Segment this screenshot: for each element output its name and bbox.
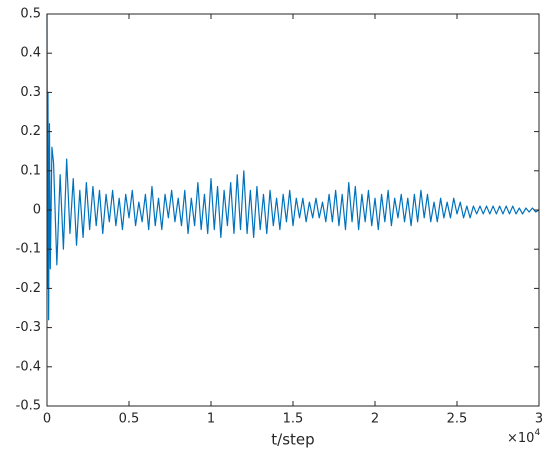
- y-tick-label: 0.3: [20, 85, 41, 100]
- y-tick-label: -0.5: [16, 399, 41, 414]
- y-tick-label: 0.4: [20, 46, 41, 61]
- data-line: [46, 13, 540, 321]
- y-tick-label: -0.4: [16, 359, 41, 374]
- x-multiplier-base: ×10: [507, 431, 534, 446]
- y-tick-label: -0.1: [16, 242, 41, 257]
- x-tick-label: 2.5: [447, 412, 468, 427]
- x-tick-label: 2: [371, 412, 379, 427]
- x-tick-label: 0: [43, 412, 51, 427]
- y-tick-label: 0.2: [20, 124, 41, 139]
- x-tick-label: 3: [535, 412, 543, 427]
- x-tick-label: 0.5: [119, 412, 140, 427]
- x-tick-label: 1: [207, 412, 215, 427]
- x-axis-label: t/step: [271, 431, 314, 449]
- x-multiplier-exponent: 4: [534, 428, 540, 438]
- x-multiplier: ×104: [507, 428, 540, 446]
- y-tick-label: -0.2: [16, 281, 41, 296]
- y-tick-label: 0: [33, 203, 41, 218]
- y-tick-label: -0.3: [16, 320, 41, 335]
- y-tick-label: 0.5: [20, 7, 41, 22]
- x-tick-label: 1.5: [283, 412, 304, 427]
- y-tick-label: 0.1: [20, 163, 41, 178]
